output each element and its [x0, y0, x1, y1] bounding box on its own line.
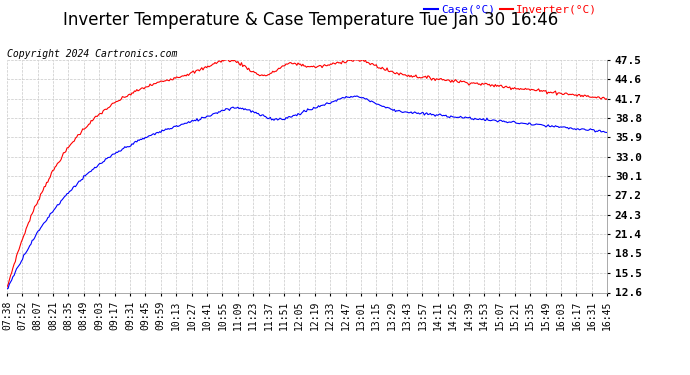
- Legend: Case(°C), Inverter(°C): Case(°C), Inverter(°C): [420, 0, 602, 20]
- Text: Inverter Temperature & Case Temperature Tue Jan 30 16:46: Inverter Temperature & Case Temperature …: [63, 11, 558, 29]
- Text: Copyright 2024 Cartronics.com: Copyright 2024 Cartronics.com: [7, 49, 177, 59]
